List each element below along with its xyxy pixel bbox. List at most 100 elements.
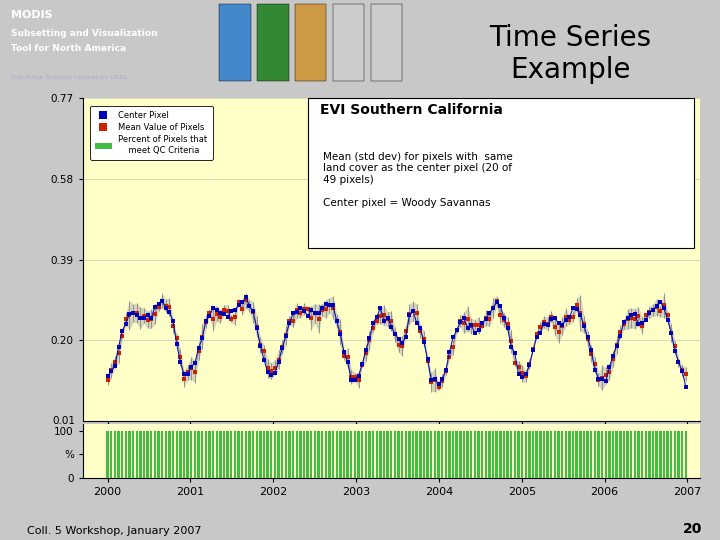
Bar [383, 431, 385, 478]
Bar [150, 431, 153, 478]
Bar [444, 431, 447, 478]
Bar [372, 431, 374, 478]
Bar [662, 431, 665, 478]
Text: Coll. 5 Workshop, January 2007: Coll. 5 Workshop, January 2007 [27, 525, 202, 536]
Bar [270, 431, 272, 478]
Bar [412, 431, 414, 478]
Bar [190, 431, 192, 478]
FancyBboxPatch shape [371, 4, 402, 80]
Text: 0.01: 0.01 [53, 416, 76, 426]
Bar [598, 431, 600, 478]
Bar [441, 431, 444, 478]
Bar [612, 431, 614, 478]
Bar [437, 431, 440, 478]
Bar [368, 431, 371, 478]
FancyBboxPatch shape [219, 4, 251, 80]
Bar [259, 431, 261, 478]
Bar [194, 431, 196, 478]
Bar [165, 431, 167, 478]
Bar [452, 431, 454, 478]
Bar [572, 431, 575, 478]
Bar [256, 431, 258, 478]
Bar [379, 431, 382, 478]
Bar [176, 431, 178, 478]
Bar [423, 431, 426, 478]
Bar [186, 431, 189, 478]
Bar [685, 431, 687, 478]
FancyBboxPatch shape [333, 4, 364, 80]
Bar [274, 431, 276, 478]
Bar [288, 431, 291, 478]
Bar [463, 431, 465, 478]
Bar [485, 431, 487, 478]
Bar [299, 431, 302, 478]
Text: Oak Ridge National Laboratory ORNL: Oak Ridge National Laboratory ORNL [11, 75, 127, 79]
Bar [107, 431, 109, 478]
Bar [281, 431, 284, 478]
Bar [590, 431, 593, 478]
Bar [408, 431, 410, 478]
Text: Example: Example [510, 56, 631, 84]
Bar [481, 431, 483, 478]
Bar [201, 431, 203, 478]
Text: Mean (std dev) for pixels with  same
land cover as the center pixel (20 of
49 pi: Mean (std dev) for pixels with same land… [323, 152, 513, 208]
Bar [212, 431, 215, 478]
Bar [506, 431, 509, 478]
Bar [339, 431, 341, 478]
Bar [644, 431, 647, 478]
Bar [183, 431, 185, 478]
Bar [405, 431, 407, 478]
FancyBboxPatch shape [308, 98, 693, 248]
Bar [594, 431, 596, 478]
Bar [354, 431, 356, 478]
Bar [132, 431, 135, 478]
Bar [263, 431, 265, 478]
FancyBboxPatch shape [295, 4, 326, 80]
Bar [318, 431, 320, 478]
Bar [525, 431, 527, 478]
Bar [179, 431, 181, 478]
Bar [336, 431, 338, 478]
Bar [503, 431, 505, 478]
Bar [266, 431, 269, 478]
Bar [328, 431, 330, 478]
Bar [492, 431, 494, 478]
Bar [433, 431, 436, 478]
Bar [226, 431, 229, 478]
Bar [139, 431, 142, 478]
Bar [128, 431, 130, 478]
Bar [387, 431, 389, 478]
Bar [307, 431, 309, 478]
Text: 20: 20 [683, 522, 702, 536]
Bar [477, 431, 480, 478]
Bar [325, 431, 327, 478]
Bar [637, 431, 639, 478]
Bar [197, 431, 199, 478]
Bar [655, 431, 658, 478]
Bar [634, 431, 636, 478]
Bar [295, 431, 298, 478]
Bar [277, 431, 280, 478]
Bar [419, 431, 421, 478]
Bar [582, 431, 585, 478]
Bar [456, 431, 458, 478]
Bar [568, 431, 571, 478]
Bar [310, 431, 312, 478]
Bar [513, 431, 516, 478]
Bar [172, 431, 174, 478]
Bar [575, 431, 578, 478]
Bar [517, 431, 520, 478]
Bar [674, 431, 676, 478]
Bar [681, 431, 683, 478]
Bar [321, 431, 323, 478]
Bar [601, 431, 603, 478]
Bar [215, 431, 218, 478]
Text: EVI Southern California: EVI Southern California [320, 103, 503, 117]
Bar [303, 431, 305, 478]
Bar [652, 431, 654, 478]
Bar [346, 431, 348, 478]
Bar [161, 431, 163, 478]
Bar [121, 431, 123, 478]
Bar [376, 431, 378, 478]
Bar [521, 431, 523, 478]
